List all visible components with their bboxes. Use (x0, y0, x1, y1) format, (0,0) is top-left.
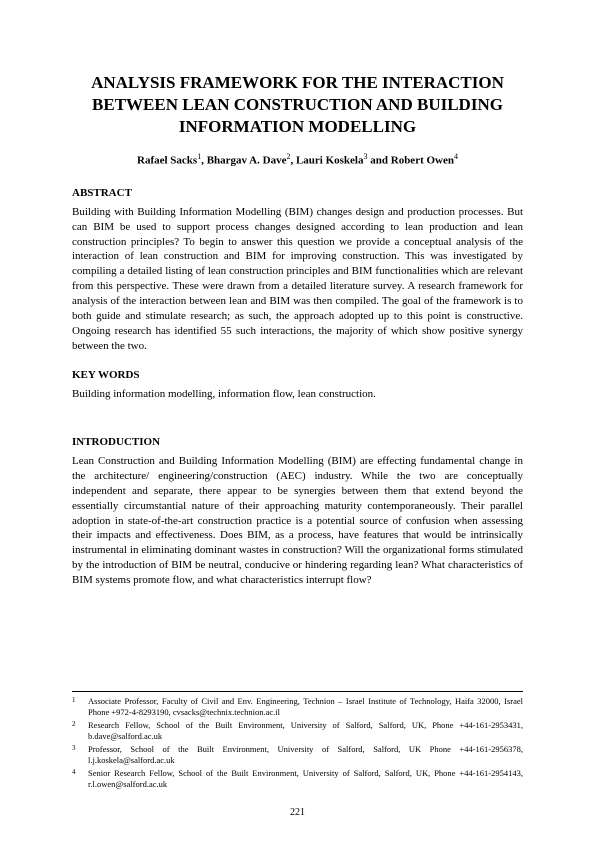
footnote-1: 1 Associate Professor, Faculty of Civil … (72, 696, 523, 718)
footnote-text: Senior Research Fellow, School of the Bu… (88, 768, 523, 790)
footnote-text: Professor, School of the Built Environme… (88, 744, 523, 766)
author-4-sup: 4 (454, 152, 458, 161)
footnote-text: Research Fellow, School of the Built Env… (88, 720, 523, 742)
keywords-body: Building information modelling, informat… (72, 387, 523, 402)
author-2: Bhargav A. Dave (207, 155, 287, 167)
intro-body: Lean Construction and Building Informati… (72, 454, 523, 588)
author-1: Rafael Sacks (137, 155, 197, 167)
footnote-text: Associate Professor, Faculty of Civil an… (88, 696, 523, 718)
footnotes-block: 1 Associate Professor, Faculty of Civil … (72, 691, 523, 792)
abstract-heading: ABSTRACT (72, 187, 523, 199)
footnote-3: 3 Professor, School of the Built Environ… (72, 744, 523, 766)
author-3: Lauri Koskela (296, 155, 364, 167)
footnote-num: 4 (72, 768, 88, 790)
abstract-body: Building with Building Information Model… (72, 205, 523, 353)
paper-title: ANALYSIS FRAMEWORK FOR THE INTERACTION B… (72, 72, 523, 138)
footnote-num: 3 (72, 744, 88, 766)
keywords-heading: KEY WORDS (72, 369, 523, 381)
footnote-2: 2 Research Fellow, School of the Built E… (72, 720, 523, 742)
author-4: Robert Owen (391, 155, 454, 167)
intro-heading: INTRODUCTION (72, 436, 523, 448)
footnote-num: 1 (72, 696, 88, 718)
author-line: Rafael Sacks1, Bhargav A. Dave2, Lauri K… (72, 152, 523, 167)
footnote-num: 2 (72, 720, 88, 742)
footnote-4: 4 Senior Research Fellow, School of the … (72, 768, 523, 790)
and: and (368, 155, 391, 167)
page-number: 221 (0, 807, 595, 818)
